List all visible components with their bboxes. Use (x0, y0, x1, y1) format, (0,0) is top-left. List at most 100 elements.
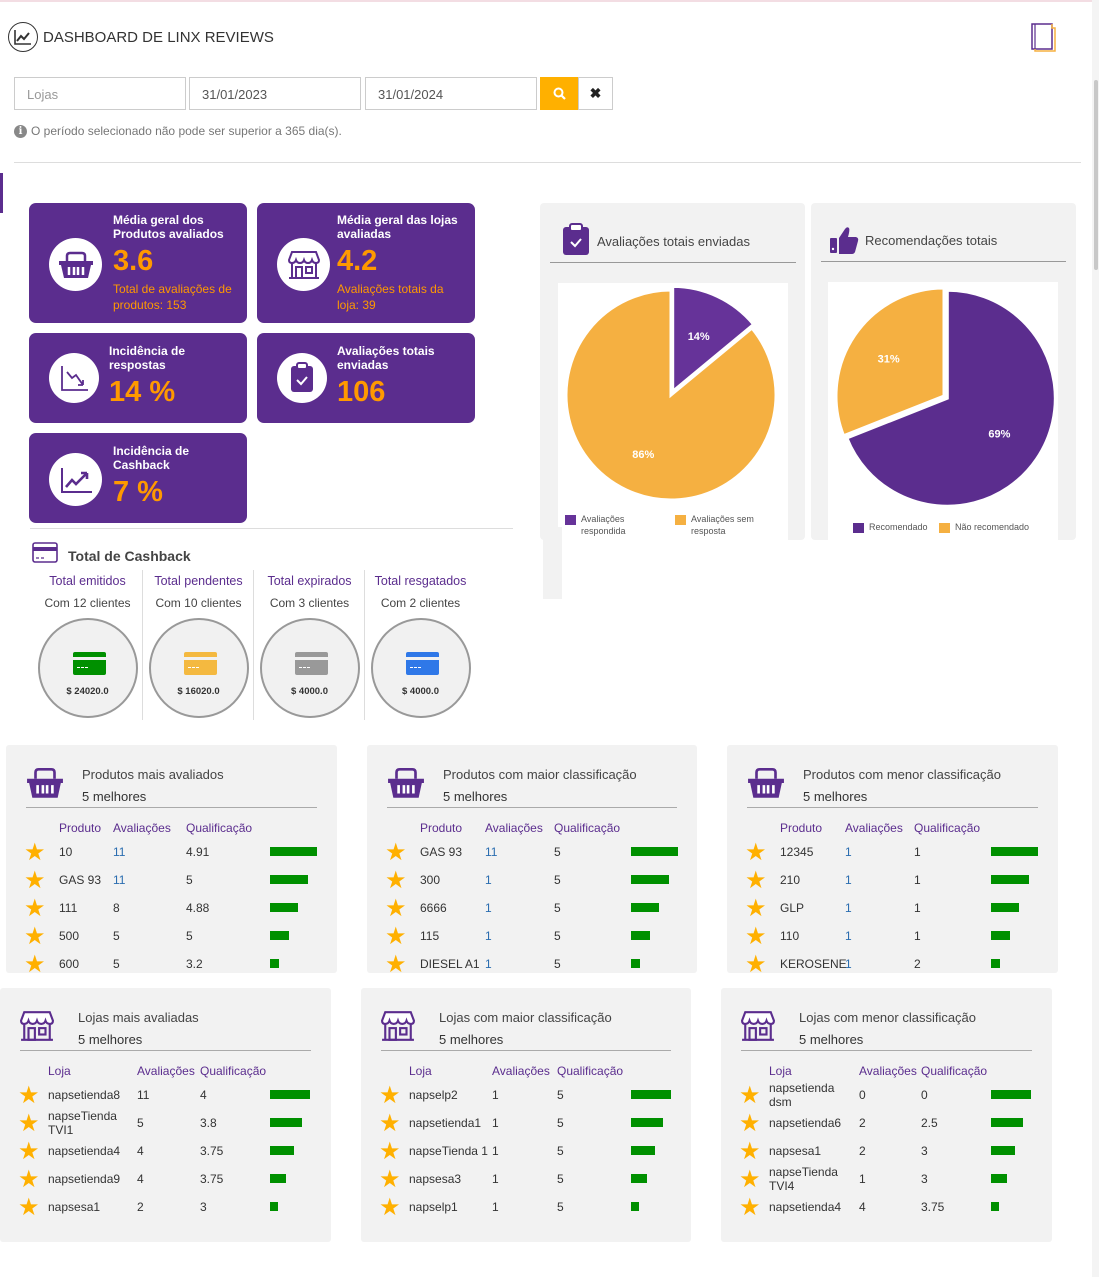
rating-cell: 5 (557, 1088, 564, 1102)
table-row[interactable]: ★ napsetienda1 1 5 (361, 1110, 691, 1138)
table-row[interactable]: ★ napsetienda dsm 0 0 (721, 1081, 1052, 1110)
name-cell: napseTienda TVI4 (769, 1165, 838, 1193)
name-cell: napsetienda4 (769, 1200, 842, 1214)
table-row[interactable]: ★ 10 11 4.91 (6, 839, 337, 867)
reviews-cell: 4 (137, 1172, 144, 1186)
divider (387, 807, 677, 808)
star-icon: ★ (385, 839, 407, 866)
panel-stub (543, 527, 562, 599)
cashback-item: Total resgatados Com 2 clientes $ 4000.0 (365, 570, 476, 720)
cashback-amount: $ 16020.0 (177, 686, 220, 697)
rank-bar (631, 903, 659, 912)
panel-subtitle: 5 melhores (78, 1032, 143, 1047)
table-row[interactable]: ★ napseTienda 1 1 5 (361, 1138, 691, 1166)
kpi-sent-card: Avaliações totais enviadas 106 (257, 333, 475, 423)
table-row[interactable]: ★ 210 1 1 (727, 867, 1058, 895)
pie-data-label: 14% (688, 331, 710, 343)
scrollbar[interactable] (1092, 0, 1099, 1277)
table-row[interactable]: ★ napsetienda6 2 2.5 (721, 1110, 1052, 1138)
table-row[interactable]: ★ napselp1 1 5 (361, 1194, 691, 1222)
pie-slice[interactable] (834, 286, 946, 438)
clear-button[interactable]: ✖ (578, 77, 613, 110)
kpi-products-card: Média geral dos Produtos avaliados 3.6 T… (29, 203, 247, 323)
table-row[interactable]: ★ GAS 93 11 5 (367, 839, 697, 867)
table-row[interactable]: ★ 12345 1 1 (727, 839, 1058, 867)
rating-cell: 5 (554, 957, 561, 971)
star-icon: ★ (379, 1166, 401, 1193)
column-header: Qualificação (186, 821, 253, 835)
table-row[interactable]: ★ 6666 1 5 (367, 895, 697, 923)
stores-input[interactable]: Lojas (14, 77, 186, 110)
table-row[interactable]: ★ napseTienda TVI1 5 3.8 (0, 1109, 331, 1138)
scrollbar-thumb[interactable] (1094, 80, 1098, 270)
manual-book-icon[interactable] (1030, 22, 1056, 57)
table-row[interactable]: ★ napseTienda TVI4 1 3 (721, 1165, 1052, 1194)
table-row[interactable]: ★ GLP 1 1 (727, 895, 1058, 923)
period-info: i O período selecionado não pode ser supe… (14, 124, 342, 138)
table-row[interactable]: ★ napsetienda4 4 3.75 (721, 1194, 1052, 1222)
pie-slice[interactable] (564, 288, 778, 502)
star-icon: ★ (18, 1082, 40, 1109)
star-icon: ★ (379, 1110, 401, 1137)
kpi-label: Avaliações totais enviadas (337, 344, 435, 372)
table-row[interactable]: ★ napsesa3 1 5 (361, 1166, 691, 1194)
reviews-cell: 11 (137, 1088, 150, 1102)
credit-card-icon (405, 652, 439, 675)
table-row[interactable]: ★ napsetienda8 11 4 (0, 1082, 331, 1110)
column-header: Avaliações (113, 821, 171, 835)
table-row[interactable]: ★ napselp2 1 5 (361, 1082, 691, 1110)
reviews-cell: 2 (859, 1116, 866, 1130)
divider (364, 570, 365, 720)
table-row[interactable]: ★ 500 5 5 (6, 923, 337, 951)
divider (30, 528, 513, 529)
table-row[interactable]: ★ 600 5 3.2 (6, 951, 337, 979)
name-cell: napsetienda6 (769, 1116, 842, 1130)
column-header: Avaliações (485, 821, 543, 835)
table-row[interactable]: ★ napsetienda4 4 3.75 (0, 1138, 331, 1166)
reviews-cell: 1 (845, 957, 852, 971)
reviews-cell: 1 (845, 901, 852, 915)
reviews-cell: 5 (113, 929, 120, 943)
rating-cell: 5 (554, 929, 561, 943)
rank-bar (991, 931, 1010, 940)
reviews-cell: 11 (113, 845, 126, 859)
table-row[interactable]: ★ 110 1 1 (727, 923, 1058, 951)
name-cell: napseTienda 1 (409, 1144, 488, 1158)
rank-bar (991, 1118, 1023, 1127)
cashback-label: Total pendentes (154, 574, 243, 588)
panel-subtitle: 5 melhores (443, 789, 508, 804)
date-from-input[interactable]: 31/01/2023 (189, 77, 361, 110)
pie-slice[interactable] (671, 284, 756, 395)
kpi-responses-card: Incidência de respostas 14 % (29, 333, 247, 423)
table-row[interactable]: ★ 300 1 5 (367, 867, 697, 895)
rank-bar (270, 903, 298, 912)
rank-bar (270, 1174, 286, 1183)
rating-cell: 3.75 (200, 1144, 224, 1158)
table-row[interactable]: ★ napsesa1 2 3 (0, 1194, 331, 1222)
reviews-cell: 1 (859, 1172, 866, 1186)
table-row[interactable]: ★ 111 8 4.88 (6, 895, 337, 923)
date-to-input[interactable]: 31/01/2024 (365, 77, 537, 110)
table-row[interactable]: ★ napsesa1 2 3 (721, 1138, 1052, 1166)
basket-icon (747, 767, 785, 804)
reviews-cell: 1 (485, 929, 492, 943)
panel-title: Produtos com maior classificação (443, 767, 637, 782)
table-row[interactable]: ★ DIESEL A1 1 5 (367, 951, 697, 979)
star-icon: ★ (24, 895, 46, 922)
search-button[interactable] (540, 77, 578, 110)
reviews-cell: 1 (492, 1116, 499, 1130)
clipboard-check-icon (277, 353, 327, 403)
table-row[interactable]: ★ KEROSENE 1 2 (727, 951, 1058, 979)
reviews-cell: 1 (492, 1172, 499, 1186)
star-icon: ★ (385, 951, 407, 978)
table-row[interactable]: ★ 115 1 5 (367, 923, 697, 951)
star-icon: ★ (24, 923, 46, 950)
pie-slice[interactable] (844, 288, 1057, 508)
store-icon (277, 238, 330, 291)
table-row[interactable]: ★ napsetienda9 4 3.75 (0, 1166, 331, 1194)
rating-cell: 3 (921, 1144, 928, 1158)
column-header: Qualificação (554, 821, 621, 835)
legend-item: Recomendado (853, 521, 928, 533)
table-row[interactable]: ★ GAS 93 11 5 (6, 867, 337, 895)
pie-data-label: 86% (632, 449, 654, 461)
